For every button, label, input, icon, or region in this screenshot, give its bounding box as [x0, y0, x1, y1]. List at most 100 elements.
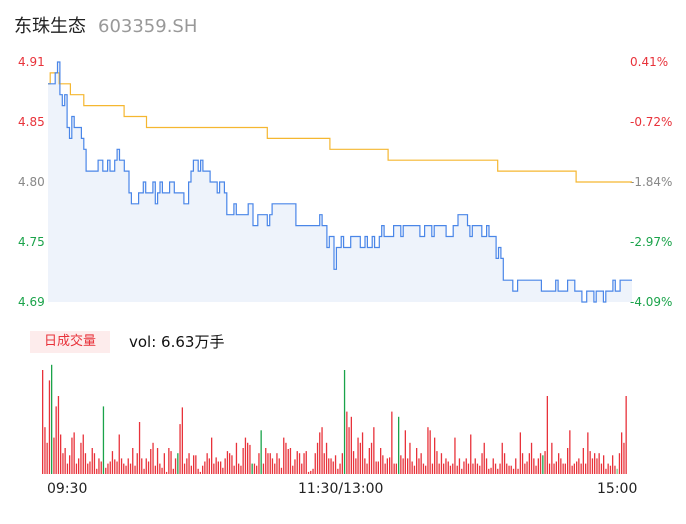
volume-bar	[393, 463, 395, 474]
volume-bar	[111, 451, 114, 474]
volume-bar	[542, 455, 544, 474]
volume-bar	[431, 463, 434, 474]
volume-bar	[328, 458, 330, 474]
volume-bar	[517, 468, 519, 474]
volume-bar	[159, 463, 161, 474]
volume-bar	[490, 467, 492, 474]
y-right-tick-2: -1.84%	[630, 175, 673, 189]
volume-bar	[262, 463, 265, 474]
volume-bar	[591, 458, 594, 474]
volume-bar	[298, 453, 301, 474]
volume-bar	[384, 463, 386, 474]
volume-bar	[319, 432, 321, 474]
volume-bar	[425, 465, 427, 474]
volume-bar	[278, 458, 280, 474]
volume-bar	[51, 364, 53, 474]
volume-bar	[530, 442, 533, 474]
volume-bar	[551, 442, 553, 474]
volume-bar	[136, 453, 138, 474]
stock-code: 603359.SH	[98, 16, 198, 37]
volume-bar	[582, 448, 584, 474]
volume-bar	[73, 432, 75, 474]
volume-bar	[567, 448, 569, 474]
volume-bar	[150, 449, 152, 474]
volume-bar	[174, 458, 177, 474]
volume-bar	[269, 453, 271, 474]
volume-bar	[283, 437, 285, 474]
volume-bar	[102, 406, 105, 474]
volume-bar	[361, 432, 364, 474]
volume-bar	[494, 463, 497, 474]
volume-bar	[533, 458, 535, 474]
volume-bar	[316, 442, 319, 474]
volume-bar	[57, 396, 60, 474]
volume-bar	[193, 455, 195, 474]
volume-bar	[312, 468, 314, 474]
volume-bar	[512, 468, 515, 474]
volume-bar	[125, 465, 127, 474]
volume-bar	[170, 451, 172, 474]
volume-bar	[84, 453, 87, 474]
volume-value: 6.63万手	[161, 333, 225, 351]
volume-bar	[510, 465, 512, 474]
volume-bar	[395, 463, 397, 474]
volume-bar	[553, 463, 555, 474]
volume-bar	[472, 463, 474, 474]
volume-bar	[66, 463, 69, 474]
volume-bar	[352, 451, 355, 474]
volume-bar	[515, 458, 517, 474]
stock-title: 东珠生态 603359.SH	[14, 12, 197, 38]
stock-name: 东珠生态	[14, 16, 86, 37]
volume-bar	[481, 453, 483, 474]
volume-bar	[474, 458, 476, 474]
volume-bar	[355, 458, 357, 474]
volume-bar	[580, 463, 582, 474]
volume-bar	[220, 461, 222, 474]
y-right-tick-4: -4.09%	[630, 295, 673, 309]
volume-bar	[132, 448, 134, 474]
price-line	[48, 61, 632, 303]
volume-bar	[46, 442, 48, 474]
volume-bar	[116, 461, 118, 474]
volume-bar	[118, 434, 120, 474]
volume-bar	[249, 444, 251, 474]
volume-bar	[618, 453, 621, 474]
volume-bar	[416, 448, 418, 474]
volume-bar	[341, 453, 343, 474]
volume-bar	[109, 461, 111, 474]
volume-bar	[172, 468, 174, 474]
y-left-tick-2: 4.80	[18, 175, 45, 189]
volume-bar	[78, 458, 80, 474]
volume-bar	[526, 461, 528, 474]
volume-bar	[555, 461, 557, 474]
volume-bar	[197, 468, 199, 474]
volume-bar	[222, 467, 224, 474]
volume-bar	[325, 442, 328, 474]
volume-bar	[235, 442, 238, 474]
volume-bar	[447, 461, 449, 474]
volume-bar	[346, 411, 348, 474]
volume-bar	[463, 461, 465, 474]
volume-bar	[44, 427, 46, 474]
volume-bar	[467, 463, 470, 474]
volume-bar	[107, 463, 109, 474]
price-area-fill	[48, 62, 632, 302]
volume-bar	[183, 463, 186, 474]
volume-bar	[303, 453, 305, 474]
volume-bar	[607, 463, 609, 474]
volume-bar	[141, 458, 143, 474]
volume-bar	[204, 461, 206, 474]
volume-bar	[427, 427, 429, 474]
volume-bar	[242, 448, 244, 474]
volume-bar	[188, 453, 190, 474]
volume-bar	[382, 455, 384, 474]
volume-bar	[436, 451, 438, 474]
volume-bar	[129, 463, 132, 474]
volume-bar	[564, 463, 566, 474]
volume-bar	[89, 461, 91, 474]
volume-bar	[332, 461, 334, 474]
volume-bar	[407, 458, 409, 474]
volume-bar	[161, 467, 163, 474]
volume-bar	[80, 442, 82, 474]
